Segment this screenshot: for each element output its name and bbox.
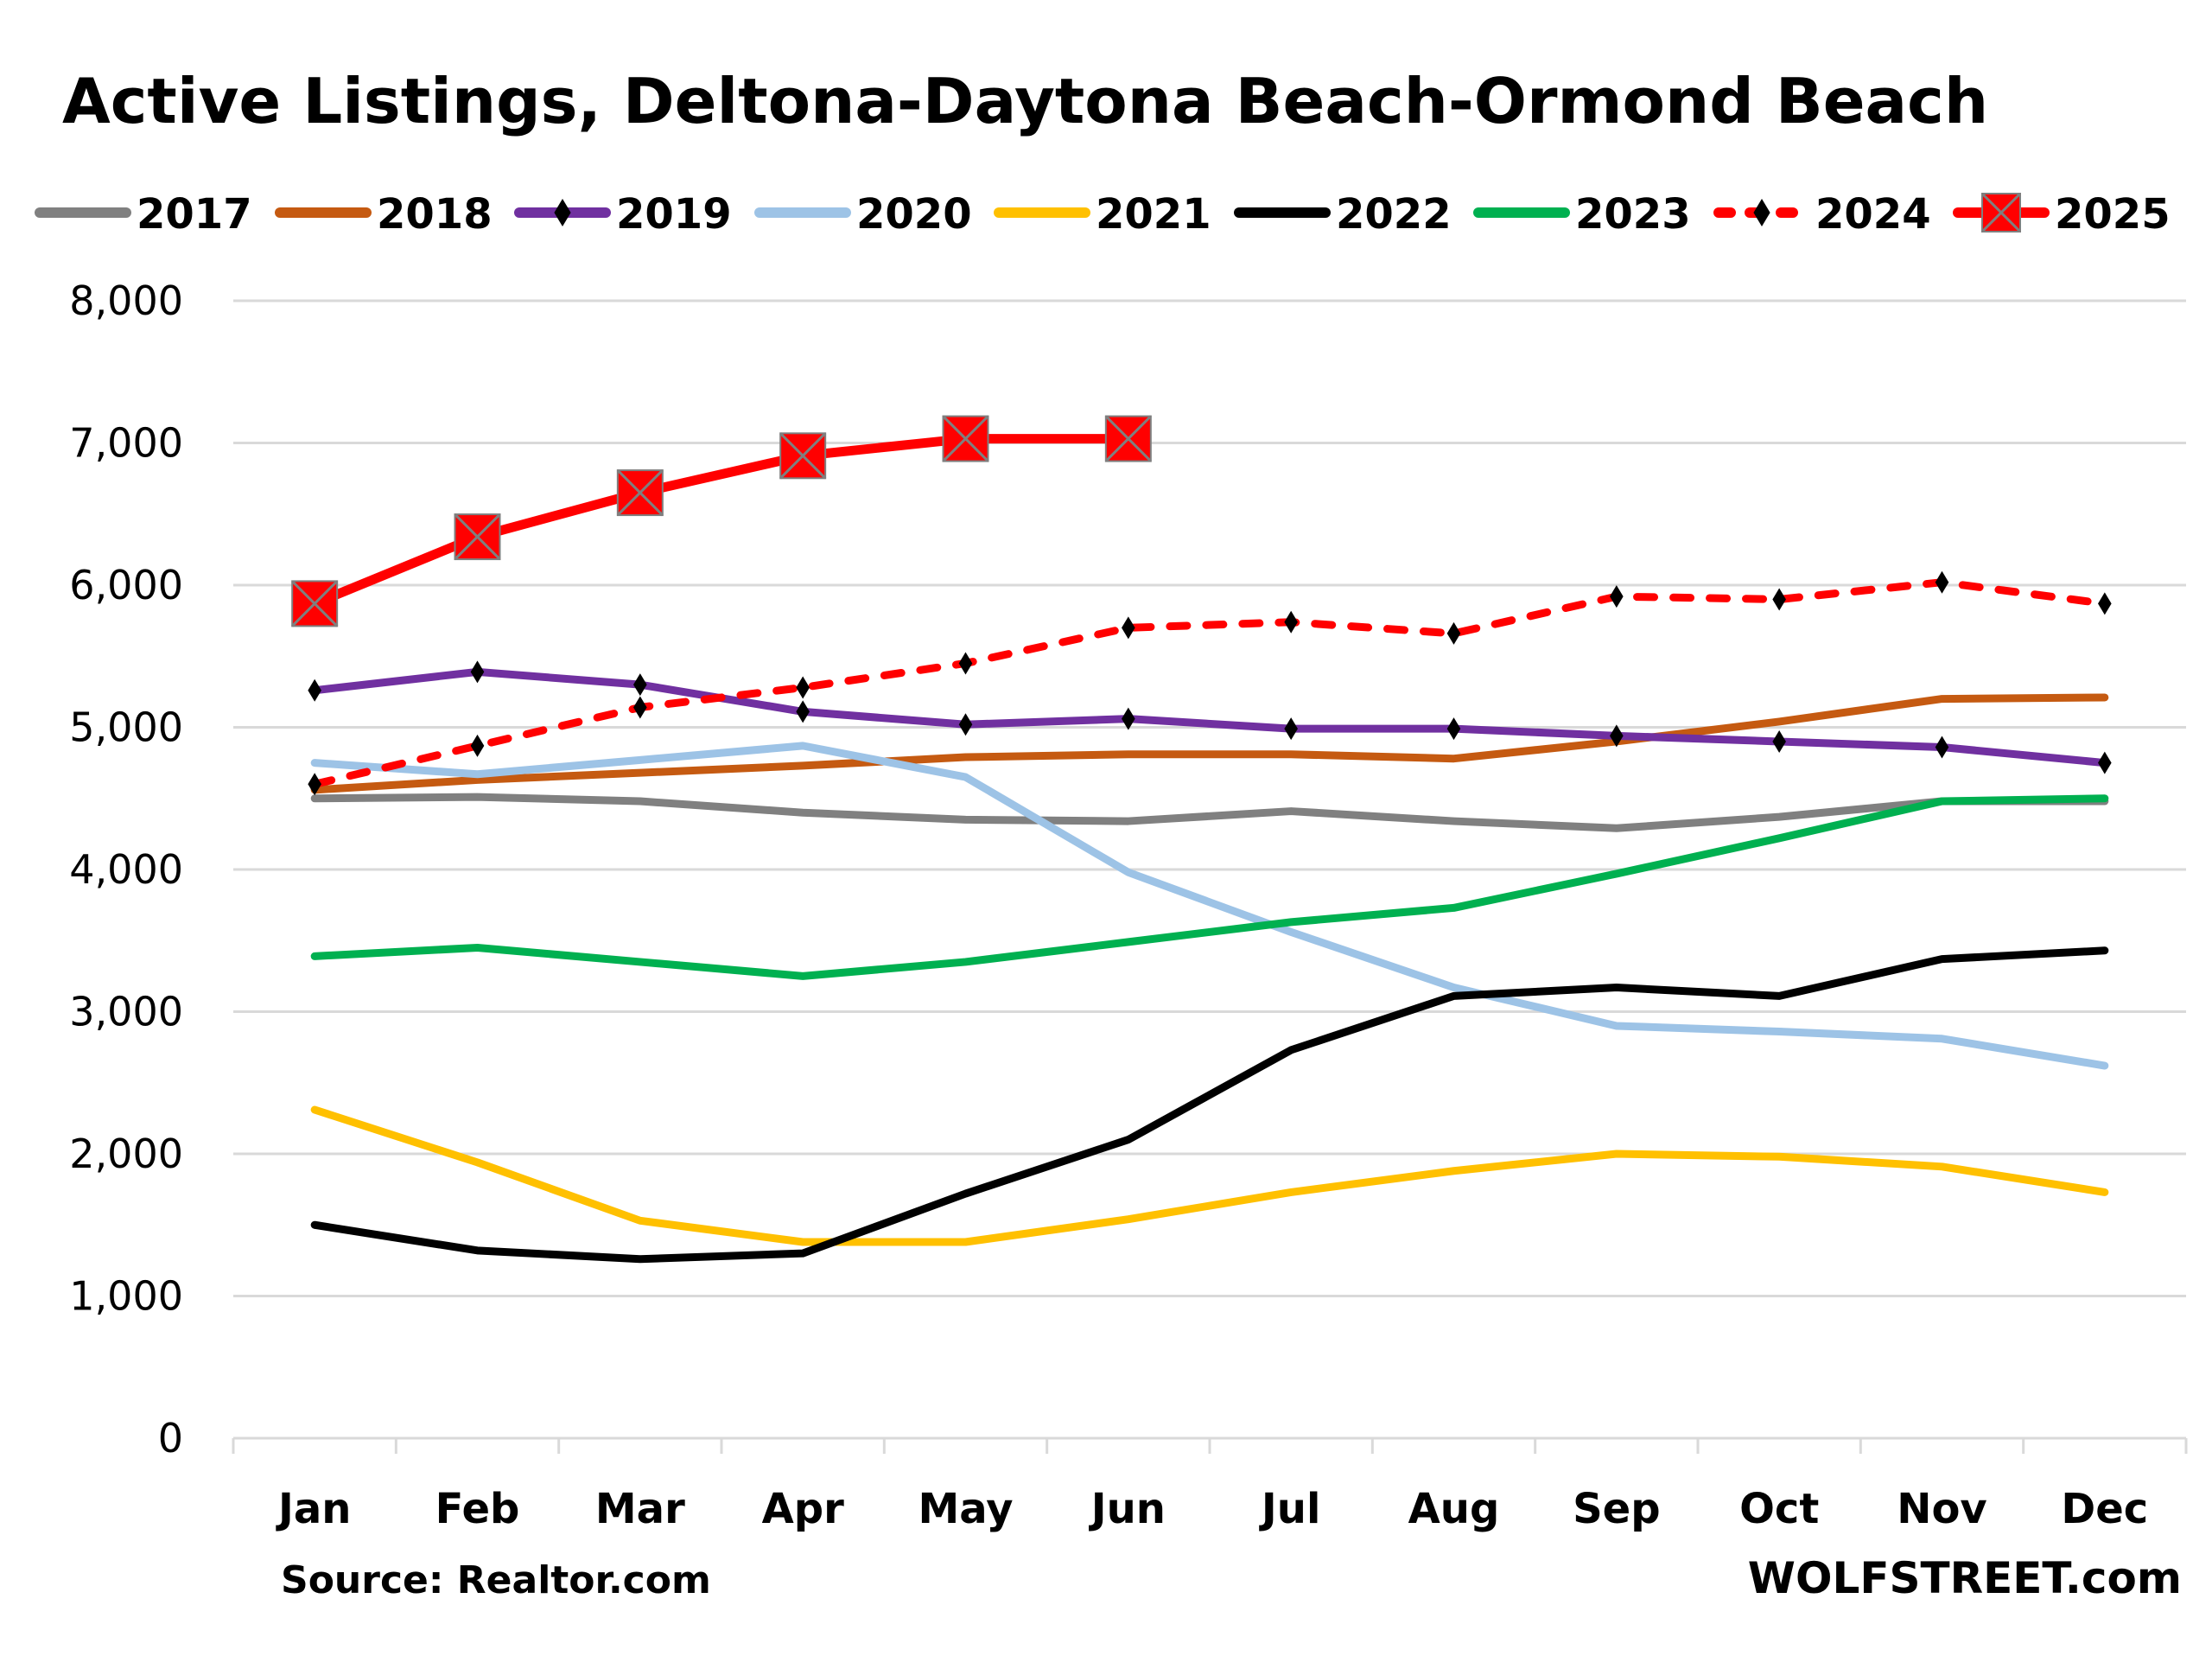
series-2025 [291, 415, 1152, 627]
diamond-marker [1772, 588, 1786, 611]
square-x-marker [616, 469, 664, 517]
series-2017 [310, 793, 2109, 832]
series-2020 [310, 742, 2109, 1070]
series-2024 [308, 570, 2112, 796]
diamond-marker [1122, 616, 1135, 640]
legend-item-2021: 2021 [994, 190, 1211, 239]
legend-label: 2017 [137, 190, 252, 239]
x-tick-label: Jan [276, 1485, 351, 1533]
diamond-marker [1935, 570, 1949, 594]
y-tick-label: 5,000 [69, 704, 183, 751]
diamond-marker [1446, 621, 1461, 645]
legend-label: 2023 [1575, 190, 1691, 239]
diamond-marker [554, 199, 571, 226]
legend-item-2023: 2023 [1473, 190, 1691, 239]
square-x-marker [291, 580, 339, 627]
chart-title: Active Listings, Deltona-Daytona Beach-O… [62, 65, 1988, 137]
y-tick-label: 7,000 [69, 420, 183, 467]
legend-item-2025: 2025 [1953, 190, 2171, 239]
series-line-2023 [310, 794, 2109, 980]
series-2019 [308, 660, 2112, 774]
legend-item-2024: 2024 [1713, 190, 1931, 239]
x-tick-label: Nov [1897, 1485, 1986, 1533]
square-x-marker [1980, 192, 2022, 233]
series-line-2022 [310, 946, 2109, 1264]
diamond-marker [470, 660, 485, 684]
diamond-marker [1284, 610, 1298, 634]
x-tick-label: Sep [1573, 1485, 1660, 1533]
y-tick-label: 3,000 [69, 989, 183, 1035]
diamond-marker [1772, 729, 1786, 753]
square-x-marker [1104, 415, 1152, 462]
diamond-marker [633, 673, 647, 697]
x-tick-label: Aug [1408, 1485, 1500, 1533]
diamond-marker [2098, 592, 2112, 615]
series-line-2024 [310, 578, 2109, 788]
series-line-2017 [310, 793, 2109, 832]
y-axis: 0 1,000 2,000 3,000 4,000 5,000 6,000 7,000 8,00… [69, 277, 183, 1462]
series-2023 [310, 794, 2109, 980]
x-tick-label: Feb [435, 1485, 520, 1533]
x-tick-label: Apr [762, 1485, 845, 1533]
diamond-marker [308, 773, 321, 796]
diamond-marker [1610, 585, 1624, 608]
legend-label: 2020 [856, 190, 972, 239]
legend-label: 2021 [1096, 190, 1211, 239]
y-tick-label: 8,000 [69, 277, 183, 324]
square-x-marker [454, 513, 501, 561]
series-2021 [310, 1105, 2109, 1246]
source-note: Source: Realtor.com [281, 1558, 711, 1602]
y-tick-label: 4,000 [69, 846, 183, 893]
x-axis: Jan Feb Mar Apr May Jun Jul Aug Sep Oct Nov Dec [232, 1436, 2188, 1533]
gridlines [233, 299, 2186, 1297]
y-tick-label: 0 [158, 1415, 183, 1462]
x-tick-label: Dec [2061, 1485, 2148, 1533]
y-tick-label: 1,000 [69, 1273, 183, 1320]
legend-item-2018: 2018 [275, 190, 493, 239]
legend-item-2020: 2020 [754, 190, 972, 239]
legend-item-2017: 2017 [35, 190, 252, 239]
series-group [291, 415, 2112, 1264]
series-line-2018 [310, 693, 2109, 794]
diamond-marker [1446, 717, 1461, 741]
series-line-2020 [310, 742, 2109, 1070]
legend-label: 2018 [377, 190, 493, 239]
diamond-marker [2098, 751, 2112, 774]
series-2018 [310, 693, 2109, 794]
diamond-marker [958, 652, 973, 675]
diamond-marker [308, 678, 321, 702]
diamond-marker [1122, 707, 1135, 730]
x-tick-label: Mar [595, 1485, 685, 1533]
legend-item-2019: 2019 [514, 190, 732, 239]
diamond-marker [1610, 724, 1624, 748]
diamond-marker [958, 713, 973, 736]
diamond-marker [633, 696, 647, 719]
diamond-marker [796, 676, 810, 699]
diamond-marker [796, 700, 810, 723]
legend-label: 2019 [616, 190, 732, 239]
legend-label: 2022 [1336, 190, 1452, 239]
series-2022 [310, 946, 2109, 1264]
y-tick-label: 6,000 [69, 562, 183, 608]
diamond-marker [1935, 736, 1949, 759]
square-x-marker [779, 432, 827, 480]
y-tick-label: 2,000 [69, 1131, 183, 1177]
series-line-2025 [309, 434, 1134, 608]
legend-label: 2024 [1815, 190, 1931, 239]
series-line-2021 [310, 1105, 2109, 1246]
x-tick-label: Oct [1739, 1485, 1819, 1533]
diamond-marker [470, 734, 485, 757]
series-line-2019 [310, 667, 2109, 767]
x-tick-label: Jul [1259, 1485, 1320, 1533]
brand-label: WOLFSTREET.com [1748, 1553, 2182, 1603]
legend-item-2022: 2022 [1234, 190, 1452, 239]
square-x-marker [942, 415, 989, 462]
diamond-marker [1284, 717, 1298, 741]
diamond-marker [1753, 199, 1770, 226]
legend-label: 2025 [2055, 190, 2171, 239]
x-tick-label: May [918, 1485, 1014, 1533]
x-tick-label: Jun [1089, 1485, 1166, 1533]
legend: 2017 2018 2019 2020 2021 2022 2023 2024 2025 [35, 190, 2171, 239]
